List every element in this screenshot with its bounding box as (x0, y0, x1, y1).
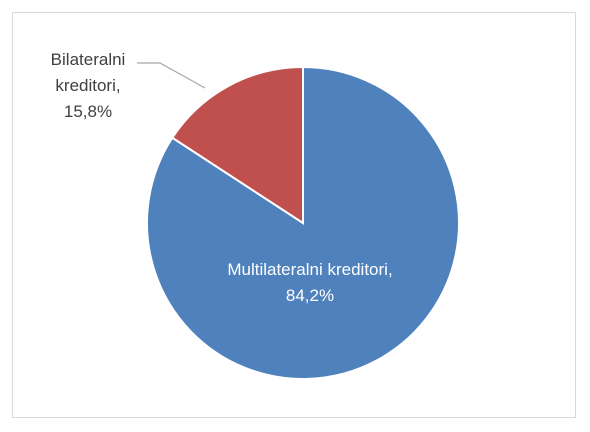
data-label: Multilateralni kreditori, 84,2% (190, 257, 430, 309)
value-label: 15,8% (63, 102, 113, 121)
category-label: Bilateralni kreditori, (50, 50, 126, 95)
category-label: Multilateralni kreditori, (227, 260, 393, 279)
value-label: 84,2% (285, 286, 335, 305)
chart-frame (12, 12, 576, 418)
data-label: Bilateralni kreditori, 15,8% (38, 47, 138, 125)
pie-slice (170, 65, 304, 225)
leader-line (137, 62, 206, 89)
